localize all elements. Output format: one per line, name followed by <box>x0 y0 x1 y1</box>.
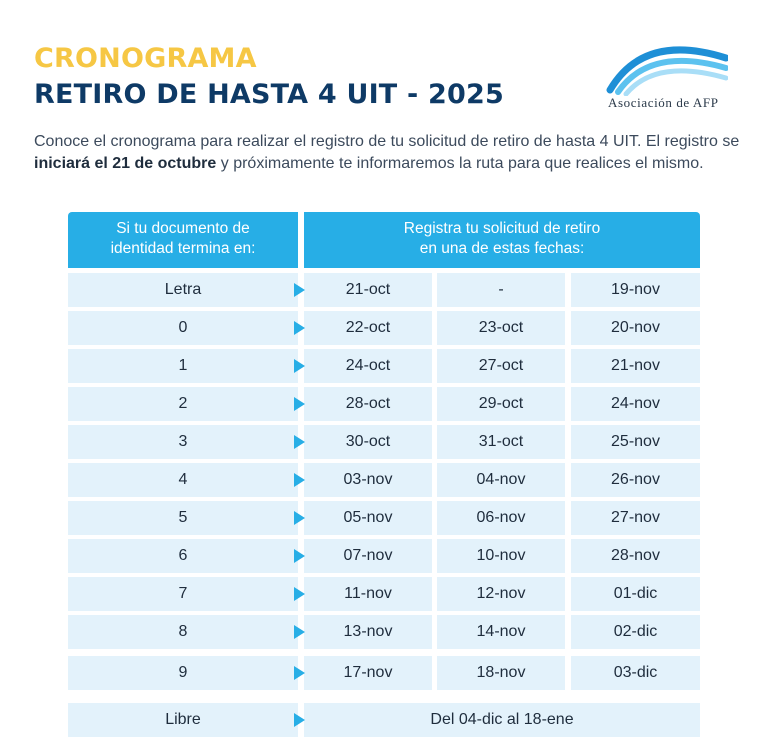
cell-document-ending: 1 <box>68 349 298 383</box>
cell-date: 12-nov <box>437 577 565 611</box>
cell-document-ending: 2 <box>68 387 298 421</box>
schedule-table: Si tu documento de identidad termina en:… <box>68 212 700 268</box>
cell-date: 06-nov <box>437 501 565 535</box>
cell-date: 29-oct <box>437 387 565 421</box>
cell-date: 27-oct <box>437 349 565 383</box>
table-row: 6 07-nov 10-nov 28-nov <box>68 539 700 573</box>
cell-document-ending: 4 <box>68 463 298 497</box>
arrow-right-icon <box>294 511 305 525</box>
cell-date: 23-oct <box>437 311 565 345</box>
cell-date: 27-nov <box>571 501 700 535</box>
cell-date: - <box>437 273 565 307</box>
page-header: CRONOGRAMA RETIRO DE HASTA 4 UIT - 2025 <box>34 42 504 112</box>
header-left-line1: Si tu documento de <box>68 219 298 239</box>
cell-date: 26-nov <box>571 463 700 497</box>
cell-document-ending: 0 <box>68 311 298 345</box>
cell-date: 28-oct <box>304 387 432 421</box>
cell-date: 11-nov <box>304 577 432 611</box>
cell-document-ending: 8 <box>68 615 298 649</box>
table-row: 3 30-oct 31-oct 25-nov <box>68 425 700 459</box>
cell-document-ending: Libre <box>68 703 298 737</box>
cell-document-ending: 5 <box>68 501 298 535</box>
table-row: 8 13-nov 14-nov 02-dic <box>68 615 700 649</box>
arrow-right-icon <box>294 666 305 680</box>
arrow-right-icon <box>294 587 305 601</box>
table-row: 0 22-oct 23-oct 20-nov <box>68 311 700 345</box>
cell-date: 07-nov <box>304 539 432 573</box>
cell-date: 22-oct <box>304 311 432 345</box>
cell-document-ending: 3 <box>68 425 298 459</box>
cell-date: 17-nov <box>304 656 432 690</box>
intro-bold-date: iniciará el 21 de octubre <box>34 155 216 172</box>
arrow-right-icon <box>294 549 305 563</box>
cell-date: 20-nov <box>571 311 700 345</box>
header-right-line2: en una de estas fechas: <box>304 239 700 259</box>
header-document-ending: Si tu documento de identidad termina en: <box>68 212 298 268</box>
table-row: 4 03-nov 04-nov 26-nov <box>68 463 700 497</box>
cell-date-range: Del 04-dic al 18-ene <box>304 703 700 737</box>
title-cronograma: CRONOGRAMA <box>34 42 504 76</box>
cell-date: 24-nov <box>571 387 700 421</box>
cell-date: 01-dic <box>571 577 700 611</box>
cell-document-ending: 9 <box>68 656 298 690</box>
cell-date: 28-nov <box>571 539 700 573</box>
table-header: Si tu documento de identidad termina en:… <box>68 212 700 268</box>
afp-logo: Asociación de AFP <box>604 40 728 120</box>
cell-date: 04-nov <box>437 463 565 497</box>
table-row: 7 11-nov 12-nov 01-dic <box>68 577 700 611</box>
cell-date: 18-nov <box>437 656 565 690</box>
title-retiro: RETIRO DE HASTA 4 UIT - 2025 <box>34 78 504 112</box>
header-left-line2: identidad termina en: <box>68 239 298 259</box>
cell-date: 24-oct <box>304 349 432 383</box>
cell-document-ending: 6 <box>68 539 298 573</box>
arrow-right-icon <box>294 359 305 373</box>
cell-date: 03-nov <box>304 463 432 497</box>
table-row: Letra 21-oct -19-nov <box>68 273 700 307</box>
cell-date: 02-dic <box>571 615 700 649</box>
table-row: 5 05-nov 06-nov 27-nov <box>68 501 700 535</box>
cell-date: 14-nov <box>437 615 565 649</box>
cell-date: 19-nov <box>571 273 700 307</box>
cell-date: 21-oct <box>304 273 432 307</box>
intro-paragraph: Conoce el cronograma para realizar el re… <box>34 131 746 175</box>
cell-date: 13-nov <box>304 615 432 649</box>
cell-date: 25-nov <box>571 425 700 459</box>
logo-text: Asociación de AFP <box>608 95 719 111</box>
cell-date: 10-nov <box>437 539 565 573</box>
table-row: 1 24-oct 27-oct 21-nov <box>68 349 700 383</box>
logo-arcs-icon <box>604 40 728 96</box>
arrow-right-icon <box>294 321 305 335</box>
cell-date: 30-oct <box>304 425 432 459</box>
cell-date: 31-oct <box>437 425 565 459</box>
cell-document-ending: Letra <box>68 273 298 307</box>
cell-date: 05-nov <box>304 501 432 535</box>
table-row: 9 17-nov 18-nov 03-dic <box>68 656 700 690</box>
table-row-libre: Libre Del 04-dic al 18-ene <box>68 703 700 737</box>
cell-date: 21-nov <box>571 349 700 383</box>
cell-date: 03-dic <box>571 656 700 690</box>
arrow-right-icon <box>294 397 305 411</box>
arrow-right-icon <box>294 713 305 727</box>
arrow-right-icon <box>294 625 305 639</box>
arrow-right-icon <box>294 283 305 297</box>
cell-document-ending: 7 <box>68 577 298 611</box>
arrow-right-icon <box>294 473 305 487</box>
intro-text-2: y próximamente te informaremos la ruta p… <box>216 155 703 172</box>
header-register-dates: Registra tu solicitud de retiro en una d… <box>304 212 700 268</box>
intro-text-1: Conoce el cronograma para realizar el re… <box>34 133 739 150</box>
header-right-line1: Registra tu solicitud de retiro <box>304 219 700 239</box>
arrow-right-icon <box>294 435 305 449</box>
table-row: 2 28-oct 29-oct 24-nov <box>68 387 700 421</box>
